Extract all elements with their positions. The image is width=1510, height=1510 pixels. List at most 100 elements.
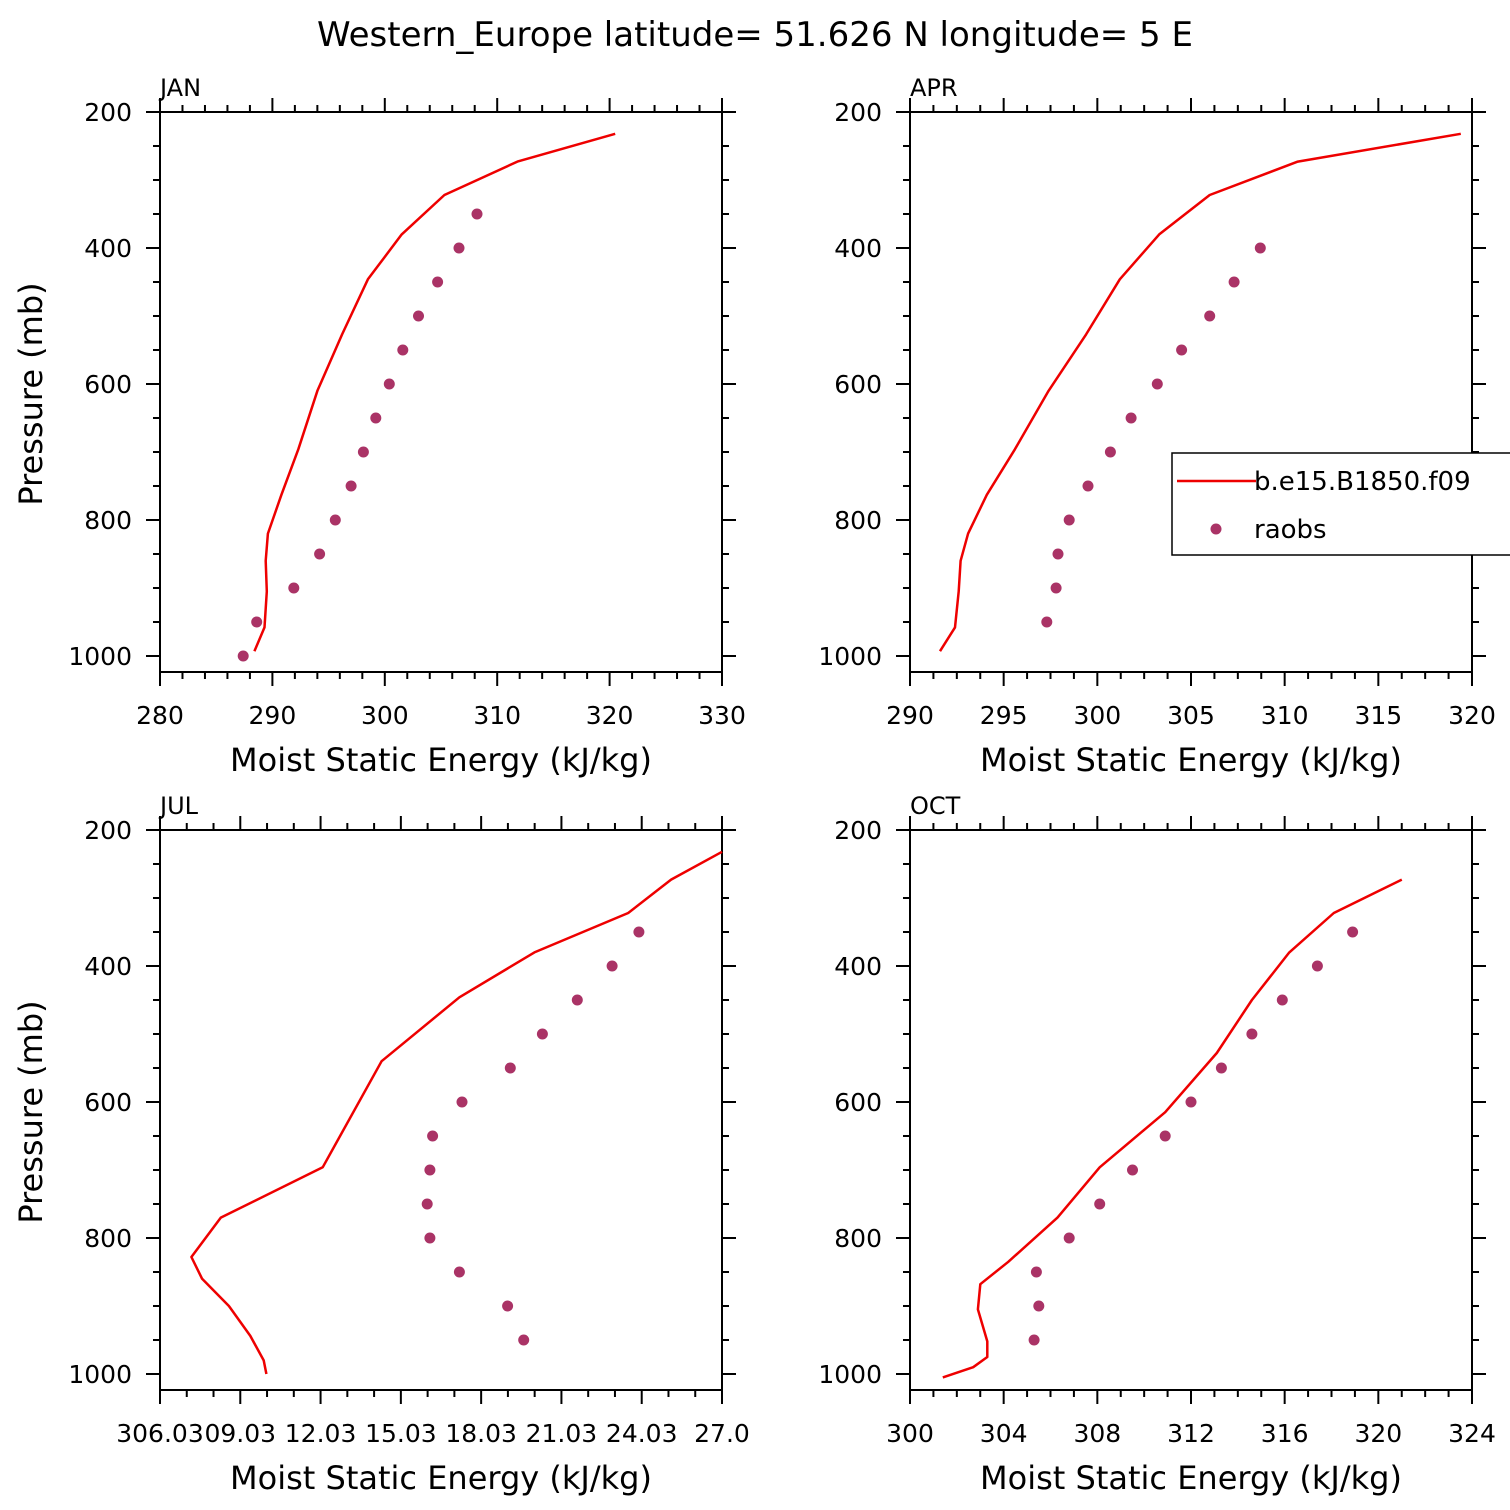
obs-point (345, 480, 357, 492)
y-tick-label: 200 (84, 816, 132, 845)
obs-point (1041, 616, 1053, 628)
panel-title: OCT (910, 792, 961, 820)
x-tick-label: 315 (1354, 701, 1402, 730)
x-tick-label: 305 (1167, 701, 1215, 730)
y-tick-label: 800 (84, 1224, 132, 1253)
y-tick-label: 600 (834, 1088, 882, 1117)
obs-point (1204, 310, 1216, 322)
obs-point (1246, 1028, 1258, 1040)
x-tick-label: 300 (886, 1419, 934, 1448)
obs-point (427, 1130, 439, 1142)
legend: b.e15.B1850.f09 raobs (1171, 452, 1510, 556)
plot-frame (159, 111, 723, 673)
model-line (190, 850, 723, 1375)
obs-point (421, 1198, 433, 1210)
x-tick-label: 290 (886, 701, 934, 730)
obs-point (1104, 446, 1116, 458)
obs-point (314, 548, 326, 560)
obs-point (424, 1232, 436, 1244)
obs-point (1050, 582, 1062, 594)
x-tick-label: 324 (1448, 1419, 1496, 1448)
obs-point (424, 1164, 436, 1176)
y-tick-label: 200 (834, 816, 882, 845)
x-tick-label: 300 (361, 701, 409, 730)
x-tick-label: 09.03 (204, 1419, 276, 1448)
obs-point (1030, 1266, 1042, 1278)
obs-point (251, 616, 263, 628)
model-line (938, 132, 1462, 652)
obs-point (1151, 378, 1163, 390)
y-tick-label: 400 (84, 952, 132, 981)
legend-entry-obs: raobs (1254, 515, 1327, 545)
obs-point (606, 960, 618, 972)
y-tick-label: 600 (84, 1088, 132, 1117)
obs-point (1176, 344, 1188, 356)
y-tick-label: 1000 (68, 1360, 132, 1389)
obs-point (432, 276, 444, 288)
plot-frame (909, 829, 1473, 1391)
obs-point (1063, 1232, 1075, 1244)
x-tick-label: 316 (1261, 1419, 1309, 1448)
obs-point (397, 344, 409, 356)
y-tick-label: 600 (834, 370, 882, 399)
legend-point-swatch (1210, 523, 1222, 535)
y-tick-label: 800 (84, 506, 132, 535)
obs-point (536, 1028, 548, 1040)
obs-point (1063, 514, 1075, 526)
x-tick-label: 300 (1073, 701, 1121, 730)
obs-point (453, 1266, 465, 1278)
obs-point (571, 994, 583, 1006)
y-axis-label: Pressure (mb) (12, 282, 50, 505)
obs-point (1228, 276, 1240, 288)
obs-point (502, 1300, 514, 1312)
model-line (253, 132, 616, 652)
x-tick-label: 295 (980, 701, 1028, 730)
obs-point (1082, 480, 1094, 492)
obs-point (1159, 1130, 1171, 1142)
obs-point (1094, 1198, 1106, 1210)
y-tick-label: 600 (84, 370, 132, 399)
x-tick-label: 320 (1354, 1419, 1402, 1448)
y-tick-label: 800 (834, 506, 882, 535)
obs-point (1347, 926, 1359, 938)
obs-point (1127, 1164, 1138, 1176)
y-tick-label: 1000 (818, 642, 882, 671)
y-tick-label: 1000 (68, 642, 132, 671)
obs-point (453, 242, 465, 254)
obs-point (237, 650, 249, 662)
panel-apr: APR 200 400 600 800 1000 290 295 300 305 310 315 320… (818, 74, 1495, 779)
x-tick-label: 290 (249, 701, 297, 730)
x-tick-label: 18.03 (445, 1419, 517, 1448)
obs-point (518, 1334, 530, 1346)
obs-point (504, 1062, 516, 1074)
x-tick-label: 320 (586, 701, 634, 730)
y-axis-label: Pressure (mb) (12, 1000, 50, 1223)
x-tick-label: 310 (473, 701, 521, 730)
x-axis-label: Moist Static Energy (kJ/kg) (980, 1459, 1402, 1497)
panel-title: JUL (158, 792, 199, 820)
x-tick-label: 320 (1448, 701, 1496, 730)
x-tick-label: 330 (698, 701, 746, 730)
obs-point (383, 378, 395, 390)
obs-point (1215, 1062, 1227, 1074)
obs-point (1185, 1096, 1197, 1108)
x-tick-label: 15.03 (365, 1419, 437, 1448)
y-tick-label: 400 (834, 234, 882, 263)
x-axis-label: Moist Static Energy (kJ/kg) (230, 1459, 652, 1497)
obs-point (413, 310, 424, 322)
obs-point (1033, 1300, 1045, 1312)
y-tick-label: 800 (834, 1224, 882, 1253)
x-tick-label: 27.0 (694, 1419, 750, 1448)
x-tick-label: 308 (1073, 1419, 1121, 1448)
x-tick-label: 310 (1261, 701, 1309, 730)
obs-point (1125, 412, 1137, 424)
obs-point (1276, 994, 1288, 1006)
x-tick-label: 312 (1167, 1419, 1215, 1448)
y-tick-label: 400 (84, 234, 132, 263)
model-line (942, 878, 1403, 1379)
obs-point (329, 514, 341, 526)
obs-point (456, 1096, 468, 1108)
panel-jul: JUL 200 400 600 800 1000 306.03 09.03 12.03 15.03… (12, 792, 750, 1497)
panels: JAN 200 400 600 800 1000 280 290 300 310 320 330 Moi… (12, 74, 1510, 1497)
